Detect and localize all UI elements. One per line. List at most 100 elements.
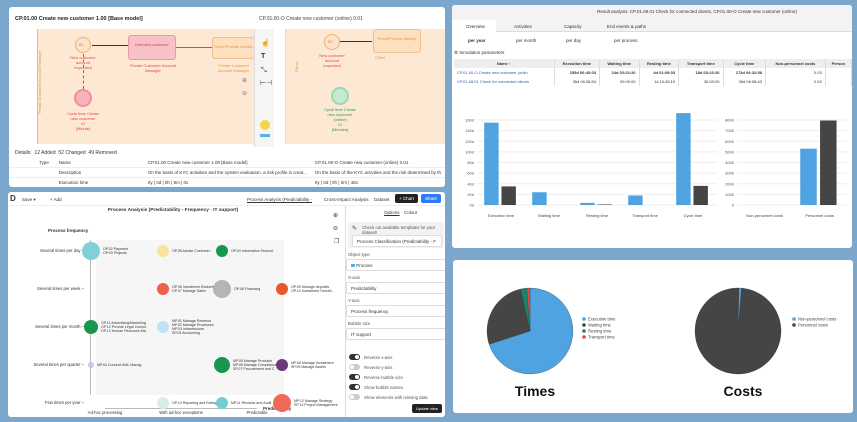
toggle-switch[interactable] — [349, 384, 360, 390]
tab-options[interactable]: Options — [384, 210, 400, 215]
bubble[interactable] — [157, 321, 169, 333]
bubble[interactable] — [157, 283, 169, 295]
bubble[interactable] — [157, 397, 169, 409]
time-bar[interactable] — [580, 202, 595, 205]
tab-activities[interactable]: Activities — [514, 24, 532, 29]
bubble[interactable] — [213, 280, 231, 298]
task-interview-customer[interactable]: Interview customer — [128, 35, 176, 60]
added-count[interactable]: 12 Added — [34, 150, 56, 156]
y-tick-label: Several times per quarter – — [33, 362, 84, 367]
bubble[interactable] — [276, 283, 288, 295]
view-select[interactable]: Process Analysis (Predictability - — [247, 197, 313, 202]
update-view-button[interactable]: Update view — [412, 404, 443, 413]
bubble[interactable] — [273, 394, 291, 412]
add-button[interactable]: + Add — [50, 197, 62, 202]
pointer-icon[interactable]: ☝ — [261, 40, 270, 47]
start-event[interactable] — [75, 37, 91, 53]
time-bar[interactable] — [597, 204, 612, 205]
zoom-out-icon[interactable]: ⊖ — [333, 226, 339, 232]
tab-overview[interactable]: Overview — [452, 20, 496, 32]
simulation-parameters-toggle[interactable]: ⚙ Simulation parameters — [454, 50, 504, 56]
time-bar[interactable] — [484, 122, 499, 205]
bubble[interactable] — [216, 245, 228, 257]
pie-slice[interactable] — [486, 288, 531, 345]
dataset-button[interactable]: Dataset — [374, 197, 390, 202]
toggle-switch[interactable] — [349, 364, 360, 370]
bubble-size-select[interactable]: IT support — [346, 328, 445, 340]
bubble[interactable] — [84, 320, 98, 334]
tab-end-events[interactable]: End events & paths — [607, 24, 647, 29]
zoom-out-icon[interactable]: ⊖ — [242, 91, 248, 97]
task-prove-identity[interactable]: Prove/Provide identity — [212, 37, 255, 59]
toggle-label: Reverse x-axis — [364, 355, 393, 360]
share-button[interactable]: Share — [421, 194, 442, 203]
start-event[interactable] — [324, 34, 340, 50]
removed-count[interactable]: 49 Removed — [88, 150, 117, 156]
time-bar[interactable] — [532, 192, 547, 205]
time-bar[interactable] — [676, 113, 691, 205]
tab-capacity[interactable]: Capacity — [564, 24, 582, 29]
tab-per-day[interactable]: per day — [566, 38, 582, 43]
bubble[interactable] — [216, 397, 228, 409]
chart-button[interactable]: + Chart — [395, 194, 418, 203]
pie-slice[interactable] — [526, 287, 531, 332]
bubble[interactable] — [157, 245, 169, 257]
line-icon[interactable] — [260, 134, 270, 137]
table-row[interactable]: Execution time 0y | 0d | 0h | 8m | 0s 0y |… — [9, 177, 445, 187]
tab-colour[interactable]: Colour — [404, 210, 418, 215]
time-bar[interactable] — [693, 185, 708, 205]
save-button[interactable]: Save ▾ — [22, 197, 36, 202]
y-tick-label: 4000 — [725, 160, 735, 165]
time-bar[interactable] — [628, 195, 643, 205]
bubble[interactable] — [276, 359, 288, 371]
bubble[interactable] — [82, 242, 100, 260]
tab-per-year[interactable]: per year — [468, 38, 486, 43]
legend-label: Non-personnel costs — [798, 317, 836, 322]
table-row[interactable]: Description On the basis of KYC activitie… — [9, 167, 445, 178]
toggle-switch[interactable] — [349, 354, 360, 360]
bubble[interactable] — [214, 357, 230, 373]
y-axis-label: Y-axis — [348, 298, 360, 303]
x-axis-select[interactable]: Predictability — [346, 282, 445, 294]
zoom-in-icon[interactable]: ⊕ — [333, 213, 339, 219]
y-tick-label: 160d — [465, 118, 474, 123]
toggle-switch[interactable] — [349, 374, 360, 380]
y-axis-line — [90, 240, 91, 395]
toggle-switch[interactable] — [349, 394, 360, 400]
color-icon[interactable] — [260, 120, 270, 130]
pie-slice[interactable] — [694, 287, 782, 375]
y-axis-title: Process frequency — [48, 228, 89, 233]
end-event[interactable] — [331, 87, 349, 105]
template-select[interactable]: Process Classification (Predictability -… — [352, 235, 442, 247]
details-summary: Details: 12 Added 52 Changed 49 Removed — [15, 150, 117, 156]
spacing-icon[interactable]: ⊢⊣ — [260, 80, 273, 87]
cost-bar[interactable] — [820, 120, 837, 205]
y-tick-label: 100d — [465, 149, 474, 154]
end-event[interactable] — [74, 89, 92, 107]
task-prove-identity[interactable]: Prove/Provide identity — [373, 29, 421, 53]
y-tick-label: 7000 — [725, 128, 735, 133]
right-lane — [285, 29, 445, 144]
toggle-label: Reverse bubble size — [364, 375, 403, 380]
tab-per-process[interactable]: per process — [614, 38, 638, 43]
table-row[interactable]: CP.01.00-O Create new customer (onlin 155… — [454, 68, 852, 77]
flow-arrow — [176, 47, 212, 48]
tab-per-month[interactable]: per month — [516, 38, 537, 43]
zoom-in-icon[interactable]: ⊕ — [242, 78, 248, 84]
y-axis-select[interactable]: Process frequency — [346, 305, 445, 317]
bubble-label: OP.10 Reporting and Rating — [172, 400, 217, 405]
table-row[interactable]: CP.01.08.01 Check for connected clients 3… — [454, 77, 852, 86]
copy-icon[interactable]: ❐ — [334, 239, 340, 245]
time-bar[interactable] — [501, 186, 516, 205]
cost-bar[interactable] — [800, 148, 817, 205]
connect-icon[interactable]: ⤡ — [261, 67, 267, 74]
changed-count[interactable]: 52 Changed — [58, 150, 86, 156]
object-type-select[interactable]: Process — [346, 259, 445, 271]
chart-title: Process Analysis (Predictability - Frequ… — [107, 208, 239, 213]
bubble-label: MP.05 Manage Products MP.06 Manage Compli… — [233, 358, 277, 372]
cross-impact-button[interactable]: Cross-Impact Analysis — [324, 197, 369, 202]
bubble[interactable] — [88, 362, 94, 368]
text-tool-icon[interactable]: T — [261, 53, 266, 60]
pie-slice[interactable] — [488, 287, 574, 375]
right-lane-label: Client — [294, 62, 299, 73]
